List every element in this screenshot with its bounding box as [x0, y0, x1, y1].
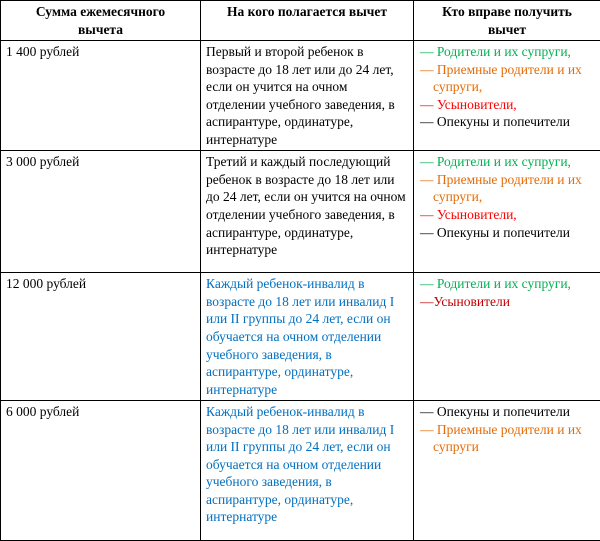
- recipients-cell: — Опекуны и попечители — Приемные родите…: [414, 401, 600, 541]
- recipient-item: — Родители и их супруги,: [420, 43, 595, 61]
- recipient-item: — Приемные родители и их супруги,: [420, 171, 595, 206]
- amount-cell: 12 000 рублей: [1, 273, 201, 401]
- recipients-cell: — Родители и их супруги, — Приемные роди…: [414, 41, 600, 151]
- description-cell: Каждый ребенок-инвалид в возрасте до 18 …: [201, 401, 414, 541]
- recipient-item: — Опекуны и попечители: [420, 403, 595, 421]
- table-row-6000: 6 000 рублей Каждый ребенок-инвалид в во…: [1, 401, 600, 541]
- description-cell: Первый и второй ребенок в возрасте до 18…: [201, 41, 414, 151]
- table-row-1400: 1 400 рублей Первый и второй ребенок в в…: [1, 41, 600, 151]
- header-deduction-for-whom: На кого полагается вычет: [201, 1, 414, 41]
- description-cell: Третий и каждый последующий ребенок в во…: [201, 151, 414, 273]
- recipient-item: — Опекуны и попечители: [420, 224, 595, 242]
- recipient-item: — Опекуны и попечители: [420, 113, 595, 131]
- header-row: Сумма ежемесячного вычета На кого полага…: [1, 1, 600, 41]
- recipient-item: — Родители и их супруги,: [420, 275, 595, 293]
- amount-cell: 6 000 рублей: [1, 401, 201, 541]
- amount-cell: 3 000 рублей: [1, 151, 201, 273]
- table-row-12000: 12 000 рублей Каждый ребенок-инвалид в в…: [1, 273, 600, 401]
- description-cell: Каждый ребенок-инвалид в возрасте до 18 …: [201, 273, 414, 401]
- recipient-item: — Родители и их супруги,: [420, 153, 595, 171]
- recipient-item: —Усыновители: [420, 293, 595, 311]
- amount-cell: 1 400 рублей: [1, 41, 201, 151]
- recipients-cell: — Родители и их супруги, — Приемные роди…: [414, 151, 600, 273]
- recipient-item: — Приемные родители и их супруги,: [420, 61, 595, 96]
- recipient-item: — Усыновители,: [420, 206, 595, 224]
- header-who-can-receive: Кто вправе получить вычет: [414, 1, 600, 41]
- recipient-item: — Усыновители,: [420, 96, 595, 114]
- recipients-cell: — Родители и их супруги, —Усыновители: [414, 273, 600, 401]
- recipient-item: — Приемные родители и их супруги: [420, 421, 595, 456]
- header-monthly-deduction-amount: Сумма ежемесячного вычета: [1, 1, 201, 41]
- table-row-3000: 3 000 рублей Третий и каждый последующий…: [1, 151, 600, 273]
